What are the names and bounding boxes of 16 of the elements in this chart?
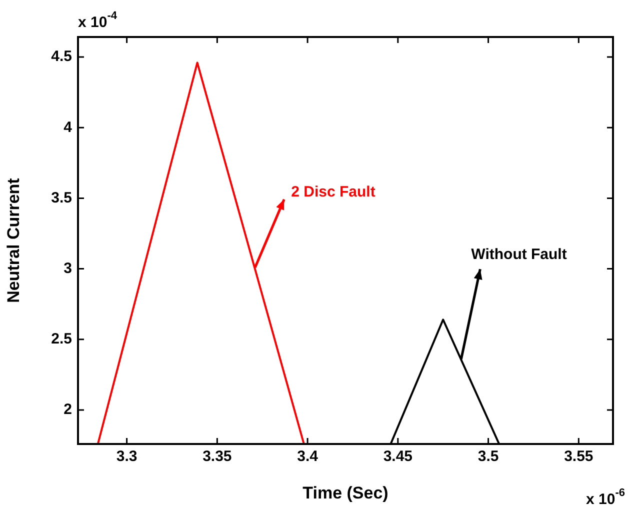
annotation: 2 Disc Fault bbox=[291, 183, 376, 200]
x-tick-label: 3.3 bbox=[116, 448, 138, 466]
y-tick-label: 4.5 bbox=[51, 48, 72, 66]
annotation: Without Fault bbox=[471, 246, 567, 264]
x-tick-label: 3.55 bbox=[564, 448, 594, 466]
y-tick-label: 3 bbox=[64, 260, 72, 277]
x-tick-label: 3.45 bbox=[383, 448, 413, 466]
x-tick-label: 3.35 bbox=[202, 448, 232, 466]
y-tick-label: 2.5 bbox=[51, 330, 72, 348]
y-tick-label: 3.5 bbox=[51, 189, 72, 206]
y-tick-label: 2 bbox=[64, 401, 72, 418]
x-tick-label: 3.5 bbox=[478, 448, 499, 466]
x-tick-label: 3.4 bbox=[297, 448, 319, 466]
y-tick-label: 4 bbox=[64, 118, 73, 136]
y-axis-title: Neutral Current bbox=[4, 178, 23, 303]
x-axis-title: Time (Sec) bbox=[302, 483, 388, 502]
